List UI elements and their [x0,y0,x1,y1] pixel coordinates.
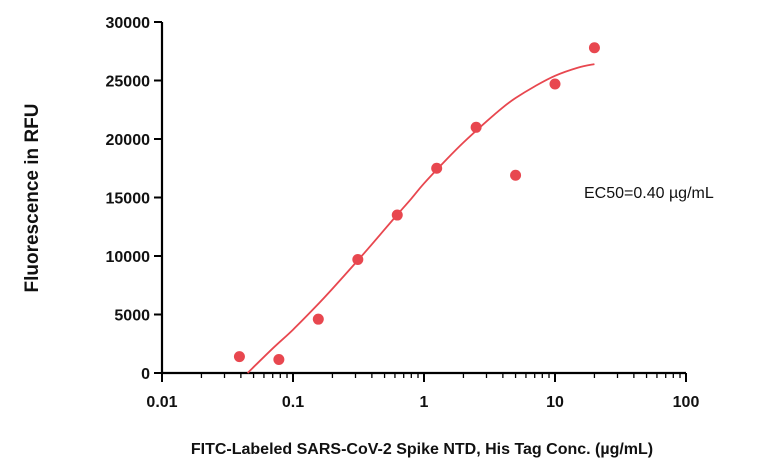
labels-layer: Fluorescence in RFU FITC-Labeled SARS-Co… [22,104,714,459]
y-tick-label: 5000 [114,308,150,325]
ec50-annotation: EC50=0.40 µg/mL [584,185,714,202]
axes: 0 5000 10000 15000 20000 25000 30000 0.01 0.1 1 10… [106,15,700,411]
y-axis-label: Fluorescence in RFU [22,104,43,293]
y-tick-label: 15000 [106,191,151,208]
fit-curve [246,63,595,374]
data-point [588,42,600,54]
data-point [352,254,364,266]
data-point [510,169,522,181]
y-tick-label: 25000 [106,74,151,91]
data-point [549,78,561,90]
data-point [233,351,245,363]
data-points-layer [233,42,600,366]
y-tick-label: 10000 [106,249,151,266]
data-point [470,121,482,133]
x-tick-label: 0.1 [282,394,304,411]
data-point [312,313,324,325]
data-point [391,209,403,221]
x-tick-label: 100 [673,394,700,411]
x-axis-label: FITC-Labeled SARS-CoV-2 Spike NTD, His T… [191,441,653,458]
x-tick-label: 1 [420,394,429,411]
data-point [431,162,443,174]
x-tick-label: 0.01 [146,394,177,411]
y-tick-label: 20000 [106,132,151,149]
fit-curve-layer [246,63,595,374]
y-tick-label: 30000 [106,15,151,32]
x-tick-label: 10 [546,394,564,411]
y-tick-label: 0 [141,366,150,383]
data-point [273,354,285,366]
